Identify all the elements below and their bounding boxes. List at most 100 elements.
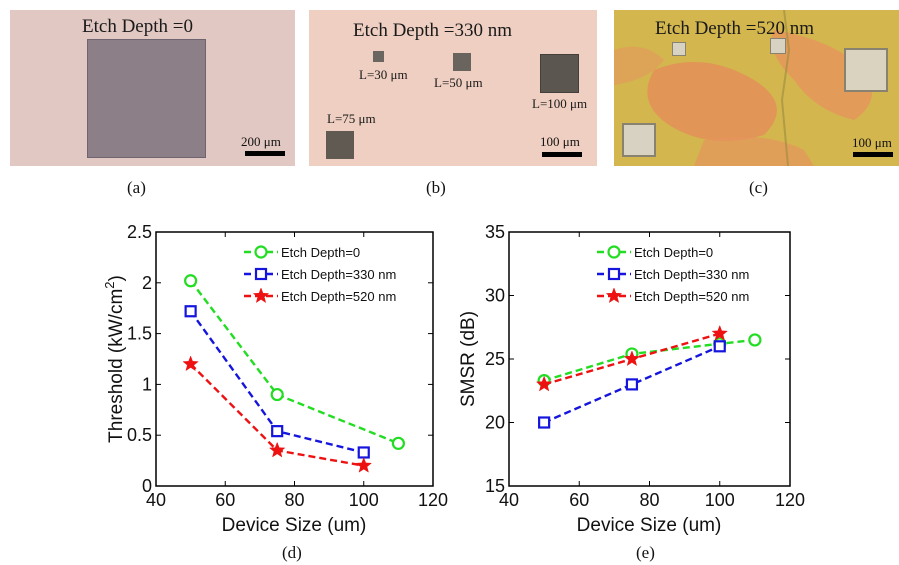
series-layer	[535, 324, 762, 429]
legend: Etch Depth=0 Etch Depth=330 nm Etch Depth=…	[244, 245, 396, 304]
data-point	[535, 375, 553, 392]
series-line	[543, 345, 721, 424]
micrograph-a: Etch Depth =0 200 μm	[10, 10, 295, 166]
legend-marker	[252, 287, 270, 304]
device-pad-small	[672, 42, 686, 56]
device-pad-100	[540, 54, 579, 93]
scale-label: 100 μm	[540, 134, 580, 149]
x-tick-label: 100	[705, 490, 735, 510]
device-pad-75	[622, 123, 656, 157]
data-point	[357, 446, 370, 459]
y-axis-title: SMSR (dB)	[458, 311, 479, 407]
y-axis-title-end: )	[106, 275, 127, 281]
data-point	[748, 333, 762, 347]
data-point	[270, 387, 284, 402]
y-tick-label: 35	[485, 222, 505, 242]
series-0	[184, 274, 405, 450]
legend-marker	[607, 267, 621, 281]
y-axis-title-superscript: 2	[102, 281, 117, 288]
legend-label: Etch Depth=0	[281, 245, 360, 260]
legend-label: Etch Depth=0	[634, 245, 713, 260]
series-1	[538, 340, 726, 429]
caption-a: (a)	[127, 178, 146, 197]
pad-label-75: L=75 μm	[327, 111, 376, 126]
photo-title: Etch Depth =520 nm	[655, 18, 814, 39]
x-tick-label: 40	[146, 490, 166, 510]
legend-marker	[254, 245, 268, 259]
legend-marker	[607, 245, 621, 259]
device-pad	[87, 39, 206, 158]
scale-bar	[245, 151, 285, 156]
pad-label-30: L=30 μm	[359, 67, 408, 82]
micrograph-c: Etch Depth =520 nm 100 μm	[614, 10, 899, 166]
x-axis-title: Device Size (um)	[577, 515, 722, 536]
data-point	[268, 441, 286, 458]
photo-title: Etch Depth =0	[82, 16, 193, 37]
data-point	[391, 436, 405, 450]
caption-e: (e)	[636, 543, 655, 562]
x-tick-label: 60	[569, 490, 589, 510]
device-pad-30	[373, 51, 384, 62]
x-tick-label: 120	[775, 490, 805, 510]
x-tick-label: 40	[499, 490, 519, 510]
device-pad-75	[326, 131, 354, 159]
data-point	[711, 324, 729, 341]
y-tick-label: 25	[485, 349, 505, 369]
y-axis-title: Threshold (kW/cm2)	[102, 275, 127, 443]
plot-frame	[155, 231, 434, 487]
axis-ticks: 40 60 80 100 120 15 20 25 30 35	[485, 222, 805, 510]
legend-marker	[254, 267, 268, 281]
x-axis-title: Device Size (um)	[222, 515, 367, 536]
legend-label: Etch Depth=520 nm	[634, 289, 749, 304]
y-tick-label: 0.5	[127, 425, 152, 445]
legend-label: Etch Depth=330 nm	[281, 267, 396, 282]
plot-frame	[508, 231, 791, 487]
data-point	[625, 378, 639, 391]
device-pad-large	[844, 48, 888, 92]
series-2	[182, 355, 373, 473]
data-point	[355, 456, 373, 473]
y-tick-label: 15	[485, 476, 505, 496]
series-1	[184, 305, 370, 459]
scale-bar	[853, 152, 893, 157]
series-line	[543, 338, 756, 382]
series-layer	[182, 274, 405, 473]
legend: Etch Depth=0 Etch Depth=330 nm Etch Depth=…	[597, 245, 749, 304]
data-point	[538, 416, 551, 429]
x-tick-label: 120	[418, 490, 448, 510]
data-point	[623, 350, 641, 367]
y-tick-label: 30	[485, 286, 505, 306]
etched-surface-texture	[614, 10, 872, 166]
series-2	[535, 324, 729, 392]
caption-c: (c)	[749, 178, 768, 197]
caption-d: (d)	[282, 543, 302, 562]
x-tick-label: 60	[215, 490, 235, 510]
data-point	[184, 274, 198, 288]
y-tick-label: 1.5	[127, 324, 152, 344]
data-point	[184, 305, 197, 318]
photo-title: Etch Depth =330 nm	[353, 20, 512, 41]
y-tick-label: 1	[142, 374, 152, 394]
y-tick-label: 2.5	[127, 222, 152, 242]
axis-ticks: 40 60 80 100 120 0 0.5 1 1.5 2 2.5	[127, 222, 448, 510]
x-tick-label: 80	[639, 490, 659, 510]
scale-label: 100 μm	[852, 135, 892, 150]
data-point	[182, 355, 199, 372]
data-point	[271, 425, 284, 438]
pad-label-100: L=100 μm	[532, 96, 588, 111]
y-axis-title-main: Threshold (kW/cm	[106, 289, 127, 443]
data-point	[713, 340, 726, 353]
legend-label: Etch Depth=330 nm	[634, 267, 749, 282]
caption-b: (b)	[426, 178, 446, 197]
y-tick-label: 2	[142, 273, 152, 293]
y-tick-label: 20	[485, 413, 505, 433]
micrograph-b: Etch Depth =330 nm L=30 μm L=50 μm L=100…	[309, 10, 597, 166]
scale-label: 200 μm	[241, 134, 281, 149]
x-tick-label: 80	[284, 490, 304, 510]
pad-label-50: L=50 μm	[434, 75, 483, 90]
legend-label: Etch Depth=520 nm	[281, 289, 396, 304]
scale-bar	[542, 152, 582, 157]
legend-marker	[605, 287, 623, 304]
